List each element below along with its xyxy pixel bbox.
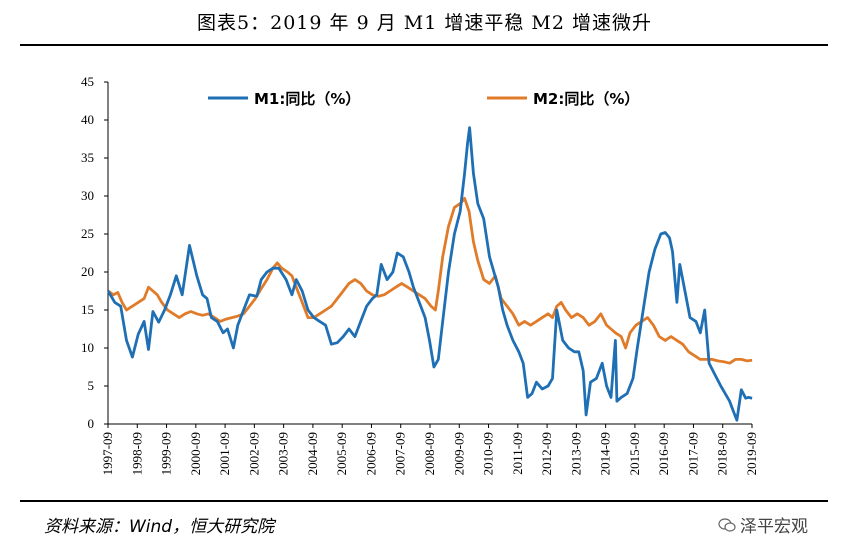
x-tick-label: 2007-09 [393,432,408,475]
y-tick-label: 40 [81,112,94,127]
watermark: 泽平宏观 [718,512,808,537]
y-tick-label: 0 [88,416,95,431]
y-tick-label: 15 [81,302,94,317]
legend-item-m2-label: M2:同比（%） [533,90,639,108]
wechat-icon [718,517,736,532]
x-tick-label: 2017-09 [685,432,700,475]
x-tick-label: 2005-09 [334,432,349,475]
x-tick-label: 2006-09 [363,432,378,475]
source-note: 资料来源：Wind，恒大研究院 [44,517,275,537]
x-tick-label: 2018-09 [715,432,730,475]
y-tick-label: 10 [81,340,94,355]
x-tick-label: 2002-09 [246,432,261,475]
y-tick-label: 45 [81,74,94,89]
y-tick-label: 30 [81,188,94,203]
y-tick-label: 5 [88,378,95,393]
x-tick-label: 2008-09 [422,432,437,475]
x-tick-label: 1999-09 [159,432,174,475]
x-tick-label: 2004-09 [305,432,320,475]
x-tick-label: 2000-09 [188,432,203,475]
watermark-text: 泽平宏观 [740,517,808,537]
x-tick-label: 2013-09 [568,432,583,475]
legend-item-m1-label: M1:同比（%） [254,90,360,108]
chart-ticks: 0 5 10 15 20 25 30 35 40 45 1997-09 1998-09 1999-09 2… [81,74,759,475]
x-tick-label: 2016-09 [656,432,671,475]
x-tick-label: 2012-09 [539,432,554,475]
x-tick-label: 1997-09 [100,432,115,475]
chart-axes [107,82,752,425]
y-tick-label: 20 [81,264,94,279]
x-tick-label: 2001-09 [217,432,232,475]
x-tick-label: 2015-09 [627,432,642,475]
y-tick-label: 35 [81,150,94,165]
x-tick-label: 2014-09 [598,432,613,475]
chart-series [106,126,753,422]
chart-legend: M1:同比（%） M2:同比（%） [208,90,639,108]
line-chart: 0 5 10 15 20 25 30 35 40 45 1997-09 1998-09 1999-09 2… [81,74,759,475]
x-tick-label: 2019-09 [744,432,759,475]
title-divider [20,44,828,46]
x-tick-label: 2009-09 [451,432,466,475]
x-tick-label: 2011-09 [510,432,525,475]
page-title: 图表5：2019 年 9 月 M1 增速平稳 M2 增速微升 [197,12,652,34]
x-tick-label: 1998-09 [129,432,144,475]
x-tick-label: 2003-09 [276,432,291,475]
footer-divider [20,500,828,502]
series-line-m1 [106,126,753,422]
x-tick-label: 2010-09 [481,432,496,475]
y-tick-label: 25 [81,226,94,241]
